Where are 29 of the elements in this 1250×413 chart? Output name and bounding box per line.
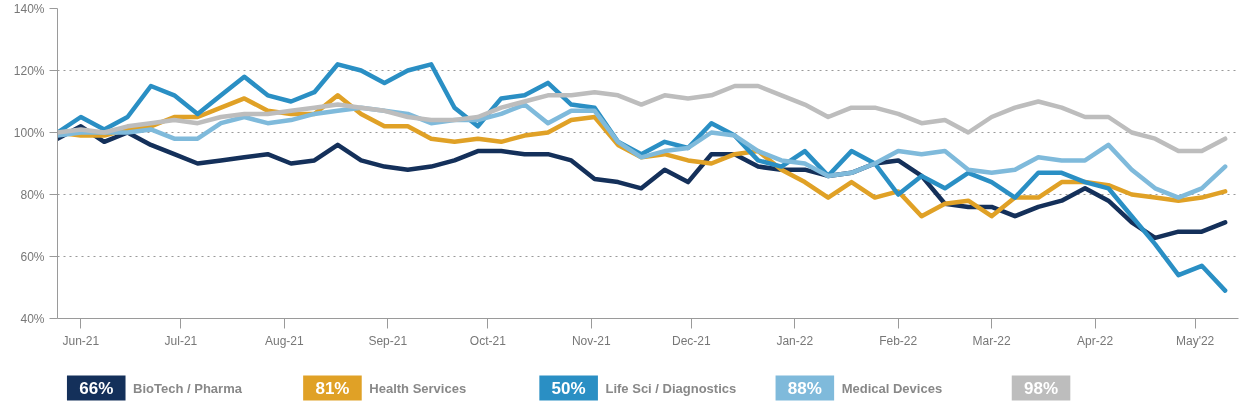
legend-label: BioTech / Pharma — [133, 381, 243, 396]
x-tick-label: Jan-22 — [776, 333, 814, 348]
legend-label: Health Services — [369, 381, 467, 396]
text: 66% — [79, 379, 114, 398]
y-tick-label: 80% — [20, 187, 45, 202]
text: 88% — [787, 379, 822, 398]
x-tick-label: Dec-21 — [672, 333, 712, 348]
line-series — [57, 102, 1228, 200]
x-tick-label: Jul-21 — [164, 333, 198, 348]
x-tick-label: Nov-21 — [571, 333, 611, 348]
legend-label: Medical Devices — [841, 381, 943, 396]
y-tick-label: 60% — [20, 249, 45, 264]
text: 50% — [551, 379, 586, 398]
x-tick-label: May'22 — [1175, 333, 1215, 348]
x-tick-label: Feb-22 — [879, 333, 918, 348]
text: 98% — [1024, 379, 1059, 398]
x-tick-label: Sep-21 — [368, 333, 408, 348]
y-tick-label: 40% — [20, 311, 45, 326]
x-tick-label: Oct-21 — [469, 333, 507, 348]
legend-label: Life Sci / Diagnostics — [605, 381, 737, 396]
x-tick-label: Apr-22 — [1077, 333, 1114, 348]
y-tick-label: 140% — [13, 1, 45, 16]
line-series — [57, 83, 1228, 154]
y-tick-label: 120% — [13, 63, 45, 78]
x-tick-label: Jun-21 — [62, 333, 100, 348]
x-tick-label: Mar-22 — [972, 333, 1011, 348]
text: 81% — [315, 379, 350, 398]
x-tick-label: Aug-21 — [265, 333, 305, 348]
y-tick-label: 100% — [13, 125, 45, 140]
